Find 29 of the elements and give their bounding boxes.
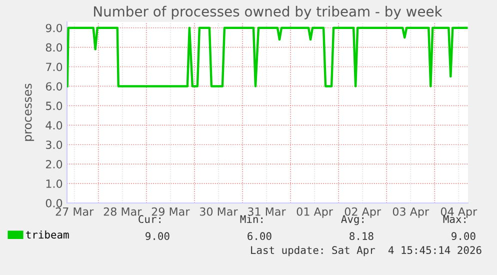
text: 6.00 xyxy=(248,232,272,240)
legend-label: tribeam xyxy=(26,230,69,239)
y-tick-label: 8.0 xyxy=(46,43,62,52)
text: Last update: Sat Apr 4 15:45:14 2026 xyxy=(251,246,482,256)
chart-title: Number of processes owned by tribeam - by week xyxy=(94,6,442,20)
x-tick-label: 30 Mar xyxy=(200,207,238,216)
y-tick-label: 9.0 xyxy=(46,24,62,32)
text: 8.18 xyxy=(350,232,374,240)
y-tick-label: 7.0 xyxy=(46,62,62,72)
text: Min: xyxy=(240,214,262,223)
y-tick-label: 4.0 xyxy=(46,121,62,130)
text: Avg: xyxy=(341,215,364,226)
y-tick-label: 2.0 xyxy=(46,160,62,168)
y-axis-title: processes xyxy=(24,84,34,141)
x-tick-label: 27 Mar xyxy=(56,207,94,216)
text: 9.00 xyxy=(146,232,170,240)
x-tick-label: 28 Mar xyxy=(104,207,142,216)
y-tick-label: 3.0 xyxy=(46,140,62,149)
x-tick-label: 03 Apr xyxy=(392,207,430,218)
x-tick-label: 29 Mar xyxy=(152,207,190,216)
x-tick-label: 31 Mar xyxy=(248,207,286,216)
y-tick-label: 1.0 xyxy=(46,180,62,188)
text: Cur: xyxy=(138,215,160,224)
y-tick-label: 5.0 xyxy=(46,102,62,110)
line-series xyxy=(67,26,468,88)
y-tick-label: 0.0 xyxy=(46,198,62,208)
y-tick-label: 6.0 xyxy=(46,82,62,91)
text: 9.00 xyxy=(452,232,476,240)
x-tick-label: 01 Apr xyxy=(296,207,333,218)
